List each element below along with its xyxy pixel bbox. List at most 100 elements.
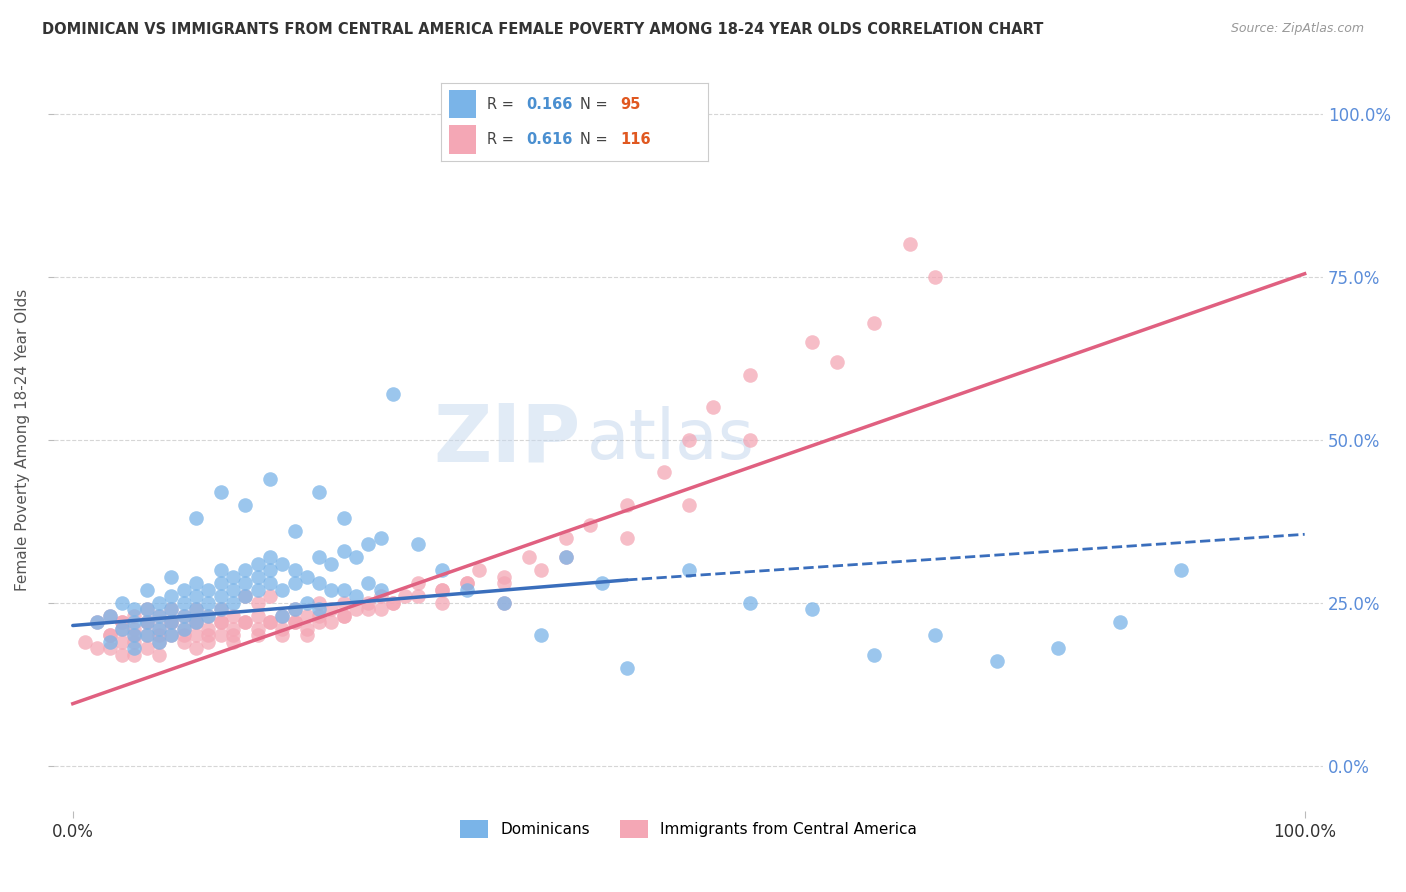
Point	[592, 576, 614, 591]
Point	[209, 628, 232, 642]
Point	[740, 368, 762, 382]
Point	[233, 589, 256, 603]
Point	[148, 635, 170, 649]
Point	[173, 596, 195, 610]
Point	[173, 608, 195, 623]
Point	[173, 622, 195, 636]
Point	[1170, 563, 1192, 577]
Point	[184, 628, 207, 642]
Point	[308, 550, 330, 565]
Point	[800, 335, 823, 350]
Point	[124, 615, 146, 630]
Point	[259, 615, 281, 630]
Point	[825, 354, 848, 368]
Point	[308, 596, 330, 610]
Point	[173, 622, 195, 636]
Point	[233, 615, 256, 630]
Point	[986, 654, 1008, 668]
Point	[111, 635, 134, 649]
Point	[160, 628, 183, 642]
Point	[456, 576, 478, 591]
Point	[246, 628, 269, 642]
Point	[271, 628, 294, 642]
Point	[222, 569, 245, 583]
Point	[98, 608, 121, 623]
Point	[160, 589, 183, 603]
Point	[308, 602, 330, 616]
Point	[160, 615, 183, 630]
Point	[148, 648, 170, 662]
Point	[382, 596, 405, 610]
Point	[321, 582, 343, 597]
Point	[308, 608, 330, 623]
Point	[209, 615, 232, 630]
Point	[344, 602, 367, 616]
Point	[259, 563, 281, 577]
Point	[135, 615, 157, 630]
Point	[160, 615, 183, 630]
Point	[295, 622, 318, 636]
Point	[148, 608, 170, 623]
Point	[111, 615, 134, 630]
Point	[800, 602, 823, 616]
Point	[124, 628, 146, 642]
Point	[924, 628, 946, 642]
Point	[333, 608, 356, 623]
Point	[492, 576, 515, 591]
Point	[862, 316, 884, 330]
Point	[197, 608, 219, 623]
Point	[517, 550, 540, 565]
Point	[184, 615, 207, 630]
Point	[283, 615, 305, 630]
Y-axis label: Female Poverty Among 18-24 Year Olds: Female Poverty Among 18-24 Year Olds	[15, 289, 30, 591]
Point	[308, 576, 330, 591]
Point	[135, 628, 157, 642]
Point	[468, 563, 491, 577]
Point	[394, 589, 416, 603]
Point	[308, 615, 330, 630]
Point	[370, 602, 392, 616]
Point	[233, 589, 256, 603]
Point	[271, 608, 294, 623]
Point	[370, 582, 392, 597]
Point	[246, 582, 269, 597]
Point	[98, 641, 121, 656]
Point	[209, 602, 232, 616]
Point	[111, 615, 134, 630]
Point	[530, 628, 553, 642]
Point	[740, 596, 762, 610]
Point	[135, 582, 157, 597]
Point	[222, 628, 245, 642]
Point	[283, 602, 305, 616]
Point	[333, 596, 356, 610]
Point	[678, 563, 700, 577]
Point	[283, 563, 305, 577]
Point	[233, 498, 256, 512]
Point	[184, 589, 207, 603]
Point	[259, 472, 281, 486]
Point	[197, 628, 219, 642]
Point	[321, 615, 343, 630]
Point	[98, 628, 121, 642]
Point	[135, 615, 157, 630]
Point	[432, 582, 454, 597]
Point	[209, 576, 232, 591]
Point	[432, 582, 454, 597]
Point	[160, 602, 183, 616]
Point	[616, 531, 638, 545]
Point	[321, 557, 343, 571]
Point	[173, 608, 195, 623]
Point	[579, 517, 602, 532]
Point	[432, 596, 454, 610]
Point	[702, 401, 724, 415]
Point	[456, 576, 478, 591]
Point	[222, 582, 245, 597]
Point	[124, 602, 146, 616]
Point	[382, 596, 405, 610]
Point	[370, 589, 392, 603]
Point	[357, 537, 380, 551]
Point	[184, 615, 207, 630]
Point	[222, 608, 245, 623]
Point	[678, 433, 700, 447]
Point	[197, 635, 219, 649]
